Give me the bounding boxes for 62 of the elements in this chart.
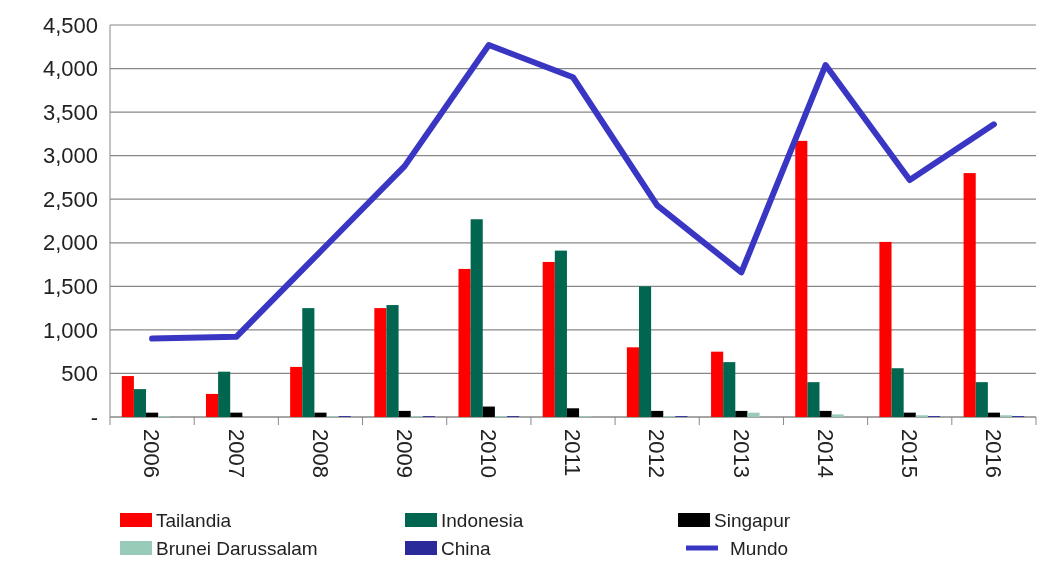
y-tick-label: 3,500 xyxy=(42,99,98,125)
bar xyxy=(723,362,736,417)
x-tick-label: 2012 xyxy=(644,429,670,478)
y-tick-label: 500 xyxy=(61,361,98,387)
bar xyxy=(482,406,495,417)
bar xyxy=(879,241,892,417)
bar xyxy=(735,410,748,417)
bar xyxy=(302,308,315,417)
y-tick-label: 2,000 xyxy=(42,230,98,256)
bar xyxy=(230,412,243,417)
bar xyxy=(831,414,844,417)
x-tick-label: 2011 xyxy=(560,429,586,477)
bar xyxy=(218,371,231,417)
bar xyxy=(963,173,976,417)
bar xyxy=(205,393,219,417)
bar xyxy=(121,376,134,417)
bar xyxy=(133,389,147,417)
bar xyxy=(819,410,832,417)
bar xyxy=(398,410,411,417)
bar xyxy=(651,410,664,417)
bar xyxy=(470,219,483,417)
bar xyxy=(374,308,387,417)
bar xyxy=(626,347,639,417)
legend-label: Singapur xyxy=(714,509,791,531)
x-tick-label: 2007 xyxy=(223,429,249,478)
x-tick-label: 2010 xyxy=(476,429,502,478)
x-tick-label: 2013 xyxy=(728,429,754,478)
bar xyxy=(747,412,760,417)
x-tick-label: 2006 xyxy=(139,429,165,478)
bar xyxy=(711,351,724,417)
legend-label: Brunei Darussalam xyxy=(156,537,318,559)
y-tick-label: 1,000 xyxy=(42,317,98,343)
x-tick-label: 2016 xyxy=(981,429,1007,478)
y-tick-label: 1,500 xyxy=(42,274,98,300)
legend-label: China xyxy=(441,537,492,559)
bar xyxy=(290,366,303,417)
legend-label: Tailandia xyxy=(156,509,232,531)
y-tick-label: 2,500 xyxy=(42,186,98,212)
y-tick-label: - xyxy=(90,404,98,430)
bar xyxy=(975,382,988,417)
bar xyxy=(891,368,904,417)
bar xyxy=(386,305,399,417)
x-tick-label: 2009 xyxy=(391,429,417,478)
bar xyxy=(987,412,1000,417)
y-tick-label: 3,000 xyxy=(42,143,98,169)
bar xyxy=(458,268,471,417)
legend-label: Indonesia xyxy=(441,509,524,531)
bar xyxy=(795,140,808,417)
bar xyxy=(314,412,327,417)
bar xyxy=(554,250,567,417)
x-tick-label: 2008 xyxy=(307,429,333,478)
legend-label: Mundo xyxy=(730,537,789,559)
bar xyxy=(639,286,652,417)
bar xyxy=(542,261,555,417)
y-tick-label: 4,000 xyxy=(42,56,98,82)
bar xyxy=(146,412,159,417)
y-tick-label: 4,500 xyxy=(42,12,98,38)
bar xyxy=(903,412,916,417)
bar xyxy=(807,382,820,417)
x-tick-label: 2014 xyxy=(812,429,838,478)
x-tick-label: 2015 xyxy=(897,429,923,478)
bar xyxy=(566,408,580,417)
